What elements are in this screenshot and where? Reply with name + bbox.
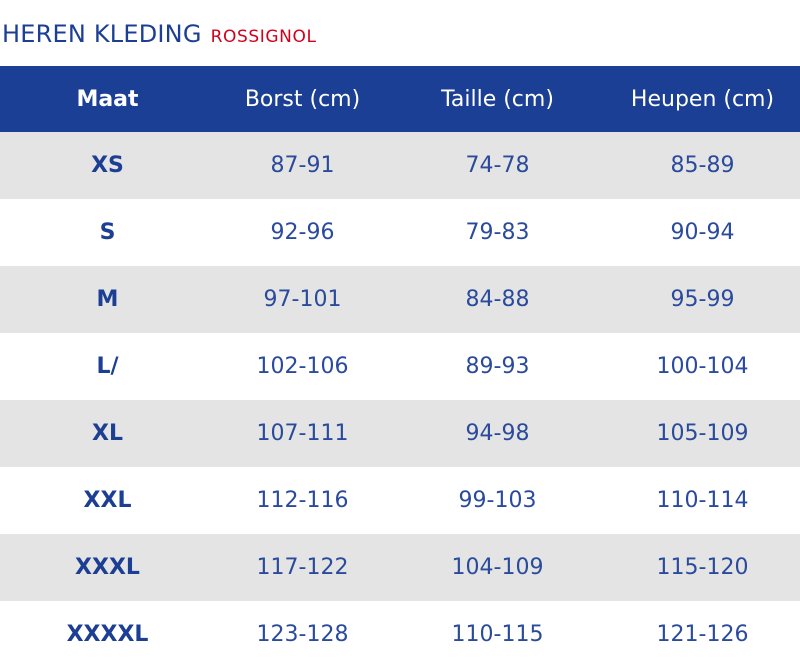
waist-cell: 89-93 [465,354,530,379]
table-row: XXXXL 123-128 110-115 121-126 [0,601,800,668]
table-row: XXXL 117-122 104-109 115-120 [0,534,800,601]
size-cell: M [96,287,119,312]
table-row: M 97-101 84-88 95-99 [0,266,800,333]
size-chart-table: Maat Borst (cm) Taille (cm) Heupen (cm) … [0,66,800,668]
chest-cell: 92-96 [270,220,335,245]
waist-cell: 99-103 [458,488,537,513]
waist-cell: 79-83 [465,220,530,245]
size-cell: XL [92,421,123,446]
header-size: Maat [76,86,139,112]
chest-cell: 117-122 [256,555,349,580]
chest-cell: 97-101 [263,287,342,312]
hips-cell: 121-126 [656,622,749,647]
chest-cell: 112-116 [256,488,349,513]
header-hips: Heupen (cm) [630,86,775,112]
table-row: XL 107-111 94-98 105-109 [0,400,800,467]
chest-cell: 87-91 [270,153,335,178]
hips-cell: 85-89 [670,153,735,178]
chest-cell: 102-106 [256,354,349,379]
header-waist: Taille (cm) [441,86,554,112]
size-cell: XS [91,153,124,178]
waist-cell: 94-98 [465,421,530,446]
page-title: HEREN KLEDING ROSSIGNOL [2,20,317,50]
hips-cell: 95-99 [670,287,735,312]
table-row: L/ 102-106 89-93 100-104 [0,333,800,400]
table-row: XXL 112-116 99-103 110-114 [0,467,800,534]
waist-cell: 74-78 [465,153,530,178]
table-row: S 92-96 79-83 90-94 [0,199,800,266]
title-heading: HEREN KLEDING [2,20,202,48]
size-cell: XXXXL [66,622,149,647]
size-cell: XXXL [75,555,140,580]
table-row: XS 87-91 74-78 85-89 [0,132,800,199]
hips-cell: 115-120 [656,555,749,580]
brand-name: ROSSIGNOL [210,27,317,47]
size-cell: S [99,220,116,245]
chest-cell: 107-111 [256,421,349,446]
table-header-row: Maat Borst (cm) Taille (cm) Heupen (cm) [0,66,800,132]
size-cell: XXL [83,488,132,513]
waist-cell: 110-115 [451,622,544,647]
chest-cell: 123-128 [256,622,349,647]
waist-cell: 104-109 [451,555,544,580]
size-cell: L/ [96,354,119,379]
hips-cell: 105-109 [656,421,749,446]
hips-cell: 110-114 [656,488,749,513]
hips-cell: 100-104 [656,354,749,379]
hips-cell: 90-94 [670,220,735,245]
waist-cell: 84-88 [465,287,530,312]
header-chest: Borst (cm) [244,86,361,112]
